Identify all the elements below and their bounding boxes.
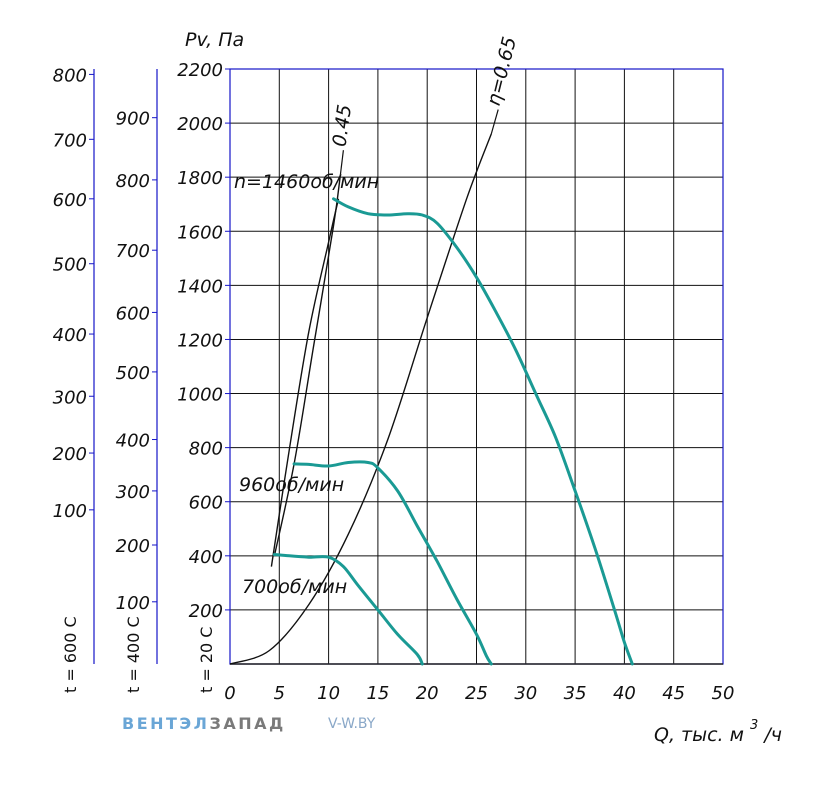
x-tick-label: 10 <box>317 683 340 704</box>
x-tick-label: 20 <box>416 683 439 704</box>
efficiency-line <box>273 174 342 556</box>
x-tick-label: 50 <box>712 683 735 704</box>
y-tick-label: 900 <box>116 109 150 130</box>
x-tick-label: 30 <box>514 683 537 704</box>
chart-labels: 0 5 10 15 20 25 30 35 40 45 50 Pv, Па Q, тыс. м 3 /ч… <box>185 29 782 746</box>
x-tick-label: 0 <box>224 683 235 704</box>
y-tick-label: 400 <box>116 431 150 452</box>
y-tick-label: 300 <box>116 482 150 503</box>
eta65-label: η=0.65 <box>483 35 521 109</box>
y-tick-label: 800 <box>189 439 223 460</box>
y-tick-label: 1600 <box>177 222 223 243</box>
brand-logo: ВЕНТЭЛЗАПАД <box>122 714 286 733</box>
x-tick-label: 45 <box>662 683 685 704</box>
y-tick-label: 100 <box>53 501 87 522</box>
eta65-leader <box>490 109 499 135</box>
y-tick-label: 500 <box>53 255 87 276</box>
y-tick-label: 700 <box>116 241 150 262</box>
y-tick-label: 800 <box>116 171 150 192</box>
brand-part2: ЗАПАД <box>209 714 286 733</box>
y-tick-label: 500 <box>116 363 150 384</box>
x-axis-title: Q, тыс. м 3 /ч <box>654 718 782 746</box>
fan-curve <box>272 553 424 666</box>
temperature-axis-label: t = 600 C <box>61 616 80 693</box>
efficiency-lines <box>229 109 499 665</box>
site-url: V-W.BY <box>328 716 376 732</box>
x-tick-label: 5 <box>274 683 285 704</box>
temperature-axis-label: t = 20 C <box>197 627 216 693</box>
n700-label: 700об/мин <box>242 576 347 598</box>
y-tick-label: 600 <box>53 190 87 211</box>
plot-grid <box>229 68 724 665</box>
y-tick-label: 800 <box>53 65 87 86</box>
y-tick-label: 1000 <box>177 385 223 406</box>
fan-curve <box>292 460 493 666</box>
y-tick-label: 300 <box>53 387 87 408</box>
y-tick-label: 700 <box>53 130 87 151</box>
y-tick-label: 600 <box>116 303 150 324</box>
y-tick-label: 1200 <box>177 330 223 351</box>
efficiency-line <box>229 133 492 665</box>
fan-curves <box>272 197 634 666</box>
y-tick-label: 400 <box>189 547 223 568</box>
fan-curve <box>332 197 634 666</box>
efficiency-line <box>270 198 340 567</box>
y-tick-label: 1800 <box>177 168 223 189</box>
eta45-leader <box>339 150 344 175</box>
y-tick-label: 400 <box>53 325 87 346</box>
y-tick-label: 2200 <box>177 60 223 81</box>
y-tick-label: 200 <box>116 536 150 557</box>
pressure-axes: 200 400 600 800 1000 1200 1400 1600 1800 2000 2200… <box>53 60 230 693</box>
x-tick-label: 15 <box>366 683 389 704</box>
brand-part1: ВЕНТЭЛ <box>122 714 210 733</box>
eta45-label: 0.45 <box>329 103 357 148</box>
y-tick-label: 100 <box>116 593 150 614</box>
y-axis-title: Pv, Па <box>185 29 244 51</box>
y-tick-label: 200 <box>53 444 87 465</box>
y-tick-label: 2000 <box>177 114 223 135</box>
y-tick-label: 600 <box>189 493 223 514</box>
y-tick-label: 1400 <box>177 276 223 297</box>
n960-label: 960об/мин <box>239 474 344 496</box>
x-tick-label: 35 <box>564 683 587 704</box>
y-tick-label: 200 <box>189 601 223 622</box>
n1460-label: n=1460об/мин <box>234 171 379 193</box>
temperature-axis-label: t = 400 C <box>124 616 143 693</box>
x-tick-label: 25 <box>465 683 488 704</box>
x-tick-label: 40 <box>613 683 636 704</box>
